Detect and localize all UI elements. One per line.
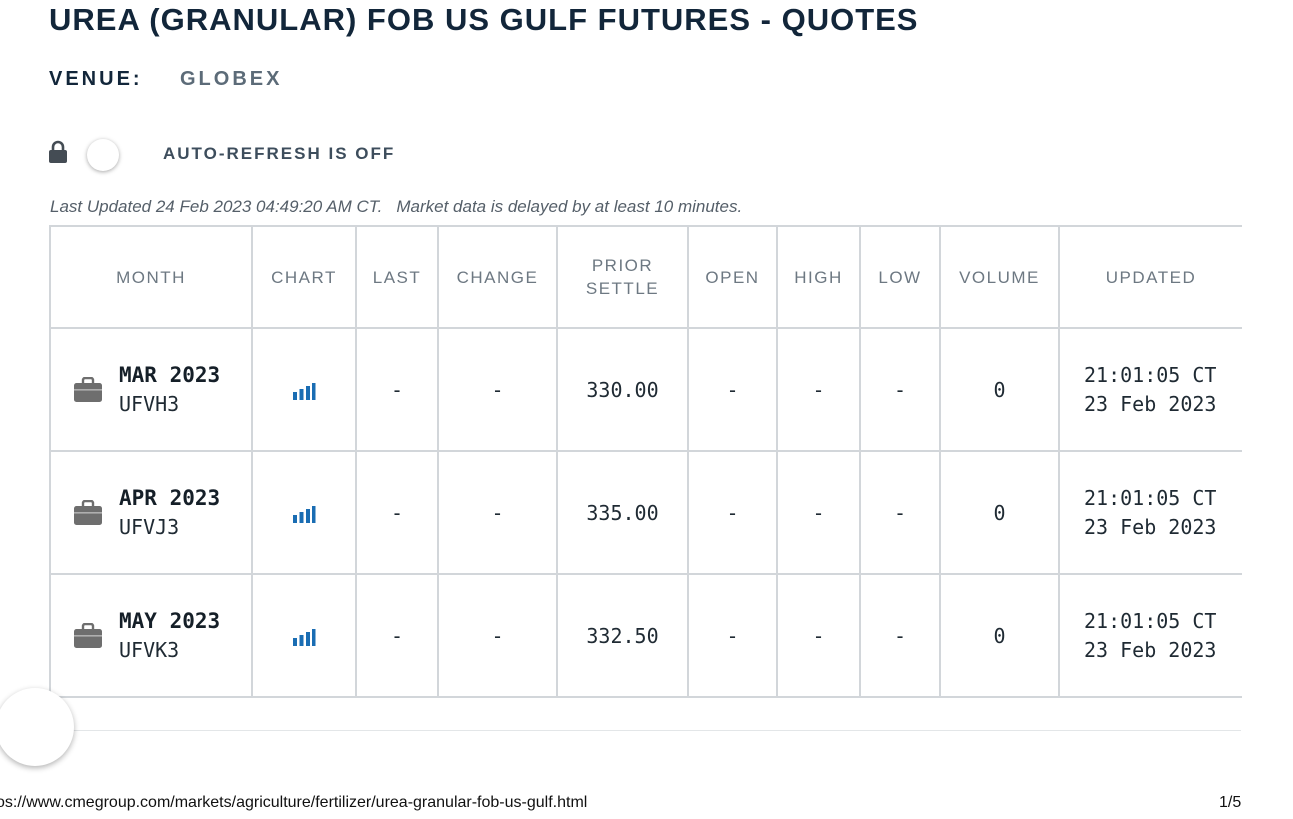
- table-row: MAR 2023 UFVH3 - - 330.00 - - - 0 21:: [49, 327, 1242, 452]
- updated-cell: 21:01:05 CT 23 Feb 2023: [1058, 450, 1242, 575]
- month-cell: MAR 2023 UFVH3: [49, 327, 253, 452]
- auto-refresh-toggle[interactable]: [87, 139, 119, 171]
- low-cell: -: [859, 573, 941, 698]
- low-cell: -: [859, 450, 941, 575]
- chart-cell: [251, 450, 357, 575]
- updated-time: 21:01:05 CT: [1084, 485, 1217, 510]
- bar-chart-icon[interactable]: [292, 504, 316, 524]
- open-cell: -: [687, 573, 778, 698]
- venue-label: VENUE:: [49, 68, 143, 90]
- delay-notice: Market data is delayed by at least 10 mi…: [396, 197, 743, 216]
- table-header-row: MONTH CHART LAST CHANGE PRIOR SETTLE OPEN…: [49, 225, 1242, 329]
- contract-code: UFVJ3: [119, 515, 180, 539]
- table-row: MAY 2023 UFVK3 - - 332.50 - - - 0 21:: [49, 573, 1242, 698]
- last-updated-text: Last Updated 24 Feb 2023 04:49:20 AM CT.…: [50, 197, 742, 217]
- updated-date: 23 Feb 2023: [1084, 391, 1217, 416]
- updated-time: 21:01:05 CT: [1084, 362, 1217, 387]
- header-prior-settle-line1: PRIOR: [591, 256, 654, 275]
- contract-month: MAY 2023: [119, 609, 221, 633]
- volume-cell: 0: [939, 450, 1060, 575]
- header-chart: CHART: [251, 225, 357, 329]
- page-indicator: 1/5: [1219, 794, 1242, 811]
- bar-chart-icon[interactable]: [292, 381, 316, 401]
- header-last: LAST: [355, 225, 439, 329]
- last-updated-timestamp: Last Updated 24 Feb 2023 04:49:20 AM CT.: [50, 197, 383, 216]
- updated-cell: 21:01:05 CT 23 Feb 2023: [1058, 573, 1242, 698]
- header-low: LOW: [859, 225, 941, 329]
- contract-month: APR 2023: [119, 486, 221, 510]
- header-prior-settle: PRIOR SETTLE: [556, 225, 689, 329]
- high-cell: -: [776, 327, 861, 452]
- last-cell: -: [355, 450, 439, 575]
- change-cell: -: [437, 450, 558, 575]
- prior-settle-cell: 332.50: [556, 573, 689, 698]
- divider: [49, 730, 1241, 731]
- high-cell: -: [776, 450, 861, 575]
- volume-cell: 0: [939, 573, 1060, 698]
- venue-value: GLOBEX: [180, 68, 283, 90]
- chart-cell: [251, 573, 357, 698]
- month-cell: APR 2023 UFVJ3: [49, 450, 253, 575]
- lock-icon: [49, 140, 67, 163]
- contract-code: UFVK3: [119, 638, 180, 662]
- header-high: HIGH: [776, 225, 861, 329]
- chart-cell: [251, 327, 357, 452]
- footer-url: os://www.cmegroup.com/markets/agricultur…: [0, 794, 588, 811]
- updated-date: 23 Feb 2023: [1084, 637, 1217, 662]
- updated-time: 21:01:05 CT: [1084, 608, 1217, 633]
- prior-settle-cell: 330.00: [556, 327, 689, 452]
- updated-cell: 21:01:05 CT 23 Feb 2023: [1058, 327, 1242, 452]
- floating-action-button[interactable]: [0, 688, 74, 766]
- header-change: CHANGE: [437, 225, 558, 329]
- open-cell: -: [687, 327, 778, 452]
- page-title: UREA (GRANULAR) FOB US GULF FUTURES - QU…: [49, 2, 919, 37]
- updated-date: 23 Feb 2023: [1084, 514, 1217, 539]
- month-cell: MAY 2023 UFVK3: [49, 573, 253, 698]
- prior-settle-cell: 335.00: [556, 450, 689, 575]
- briefcase-icon[interactable]: [73, 376, 103, 403]
- header-open: OPEN: [687, 225, 778, 329]
- header-updated: UPDATED: [1058, 225, 1242, 329]
- briefcase-icon[interactable]: [73, 499, 103, 526]
- contract-code: UFVH3: [119, 392, 180, 416]
- auto-refresh-label: AUTO-REFRESH IS OFF: [163, 144, 396, 163]
- table-row: APR 2023 UFVJ3 - - 335.00 - - - 0 21:: [49, 450, 1242, 575]
- change-cell: -: [437, 573, 558, 698]
- contract-month: MAR 2023: [119, 363, 221, 387]
- change-cell: -: [437, 327, 558, 452]
- last-cell: -: [355, 573, 439, 698]
- high-cell: -: [776, 573, 861, 698]
- quotes-table: MONTH CHART LAST CHANGE PRIOR SETTLE OPEN…: [49, 225, 1242, 698]
- header-prior-settle-line2: SETTLE: [585, 279, 660, 298]
- header-volume: VOLUME: [939, 225, 1060, 329]
- last-cell: -: [355, 327, 439, 452]
- low-cell: -: [859, 327, 941, 452]
- volume-cell: 0: [939, 327, 1060, 452]
- open-cell: -: [687, 450, 778, 575]
- header-month: MONTH: [49, 225, 253, 329]
- bar-chart-icon[interactable]: [292, 627, 316, 647]
- briefcase-icon[interactable]: [73, 622, 103, 649]
